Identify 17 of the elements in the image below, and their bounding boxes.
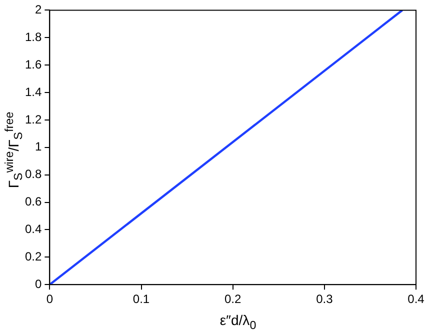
y-tick-label: 1.6: [24, 57, 42, 72]
y-tick-label: 0.6: [24, 194, 42, 209]
y-tick-label: 0.4: [24, 222, 42, 236]
x-tick-label: 0: [46, 292, 54, 306]
y-tick-label: 2: [34, 2, 42, 17]
y-tick-label: 1.8: [24, 30, 42, 44]
y-tick-label: 0.8: [24, 167, 42, 182]
y-tick-label: 1.2: [24, 112, 42, 126]
y-tick-label: 0: [34, 276, 42, 291]
x-axis-title: ε″d/λ$_{0}$: [218, 312, 258, 332]
x-tick-label: 0.1: [132, 292, 150, 306]
x-tick-label: 0.4: [408, 292, 425, 306]
y-tick-label: 1: [34, 140, 42, 154]
y-tick-label: 1.4: [24, 84, 42, 99]
x-tick-label: 0.3: [316, 292, 334, 306]
x-tick-label: 0.2: [224, 292, 242, 306]
y-tick-label: 0.2: [24, 249, 42, 264]
